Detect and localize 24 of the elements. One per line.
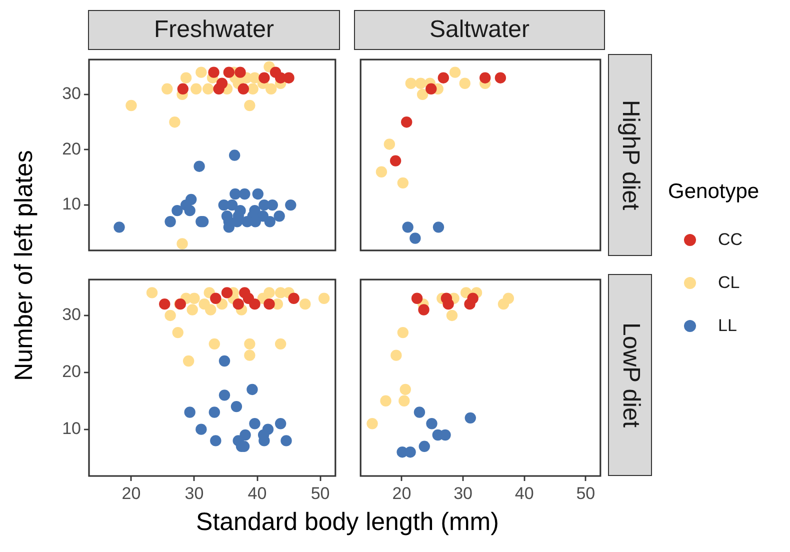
- y2-axis-title: HighP diet: [616, 100, 644, 210]
- x-axis-title: Standard body length (mm): [195, 508, 500, 537]
- x-tick-label: 20: [122, 484, 141, 503]
- x-tick-label: 30: [184, 484, 204, 503]
- y-axis-title: Number of left plates: [10, 150, 38, 380]
- y-tick-label: 10: [62, 194, 81, 214]
- legend-label: CC: [718, 230, 743, 250]
- x-tick-label: 20: [392, 484, 412, 503]
- y-tick-label: 30: [62, 84, 81, 104]
- x-tick-label: 40: [248, 484, 267, 503]
- legend-label: CL: [718, 272, 740, 292]
- y-tick-label: 10: [62, 419, 81, 438]
- x-tick-label: 50: [576, 484, 596, 503]
- x-tick-label: 50: [310, 484, 330, 503]
- x-tick-label: 40: [514, 484, 534, 503]
- y-tick-label: 30: [62, 305, 81, 324]
- chart-title: Saltwater: [354, 10, 605, 50]
- chart-title: Freshwater: [88, 10, 340, 50]
- legend-label: LL: [718, 316, 737, 336]
- y-tick-label: 20: [62, 139, 81, 158]
- y-tick-label: 20: [62, 362, 81, 382]
- y2-axis-title: LowP diet: [616, 322, 644, 428]
- x-tick-label: 30: [454, 484, 472, 503]
- legend-title: Genotype: [668, 180, 760, 204]
